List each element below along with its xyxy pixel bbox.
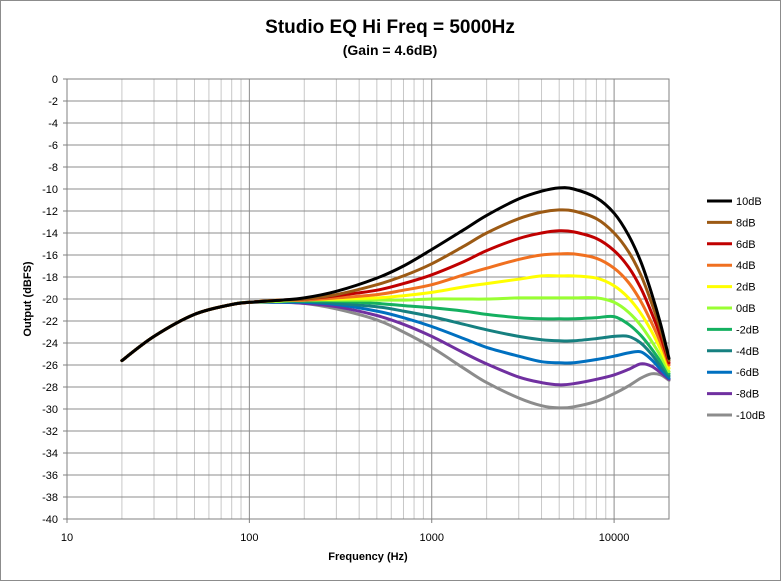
y-tick-label: -4	[48, 118, 58, 130]
legend-label: -6dB	[736, 367, 759, 379]
y-tick-label: -12	[42, 206, 58, 218]
y-tick-label: -24	[42, 338, 58, 350]
y-tick-label: -28	[42, 382, 58, 394]
y-axis-ticks: 0 -2 -4 -6 -8 -10 -12 -14 -16 -18 -20 -22 -24 -26 -28 -…	[42, 74, 67, 526]
legend-label: -4dB	[736, 346, 759, 358]
x-tick-label: 100	[240, 532, 258, 544]
y-tick-label: -2	[48, 96, 58, 108]
y-axis-label: Output (dBFS)	[22, 261, 34, 336]
legend-label: -2dB	[736, 324, 759, 336]
legend-label: 10dB	[736, 196, 762, 208]
y-tick-label: -20	[42, 294, 58, 306]
y-tick-label: -14	[42, 228, 58, 240]
legend-label: -10dB	[736, 410, 765, 422]
x-tick-label: 10	[61, 532, 73, 544]
x-axis-ticks: 10 100 1000 10000	[61, 519, 630, 544]
y-tick-label: -26	[42, 360, 58, 372]
y-tick-label: -16	[42, 250, 58, 262]
legend-label: -8dB	[736, 389, 759, 401]
y-tick-label: -40	[42, 514, 58, 526]
legend-label: 2dB	[736, 282, 756, 294]
legend-label: 6dB	[736, 239, 756, 251]
legend-label: 0dB	[736, 303, 756, 315]
series-lines	[120, 186, 671, 410]
y-tick-label: -10	[42, 184, 58, 196]
y-tick-label: -8	[48, 162, 58, 174]
x-axis-label: Frequency (Hz)	[328, 551, 408, 563]
chart-title: Studio EQ Hi Freq = 5000Hz	[265, 17, 515, 38]
x-tick-label: 1000	[419, 532, 443, 544]
y-tick-label: -34	[42, 448, 58, 460]
y-tick-label: -32	[42, 426, 58, 438]
legend-label: 4dB	[736, 260, 756, 272]
y-tick-label: -22	[42, 316, 58, 328]
y-tick-label: -30	[42, 404, 58, 416]
y-tick-label: -18	[42, 272, 58, 284]
y-tick-label: 0	[52, 74, 58, 86]
series-line	[120, 186, 671, 363]
legend: 10dB 8dB 6dB 4dB 2dB 0dB -2dB -4dB -6dB -8dB -10dB	[707, 196, 765, 422]
x-tick-label: 10000	[599, 532, 630, 544]
y-tick-label: -38	[42, 492, 58, 504]
y-tick-label: -6	[48, 140, 58, 152]
legend-label: 8dB	[736, 217, 756, 229]
chart-subtitle: (Gain = 4.6dB)	[343, 42, 438, 58]
y-tick-label: -36	[42, 470, 58, 482]
